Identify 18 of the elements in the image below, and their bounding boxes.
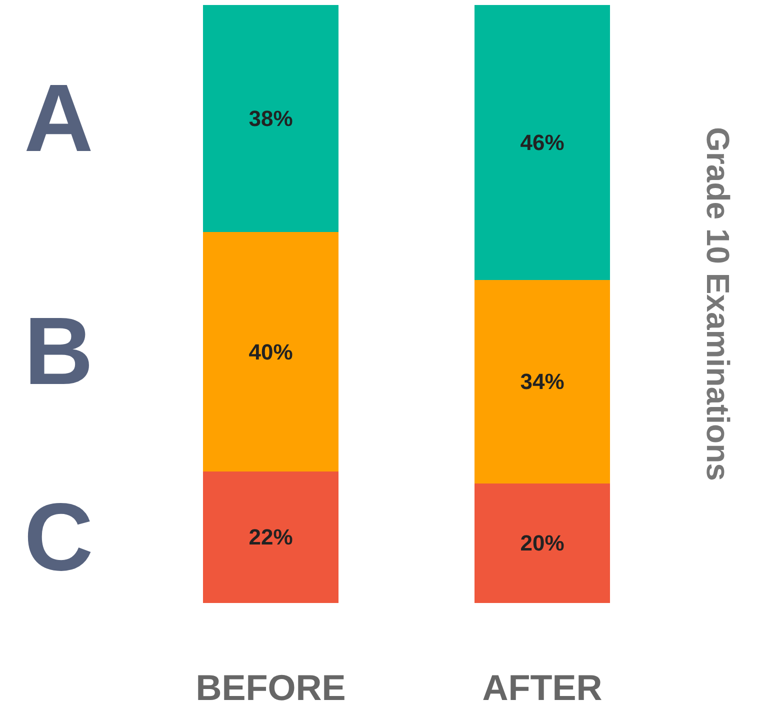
data-label: 22% bbox=[248, 524, 293, 550]
data-label: 20% bbox=[520, 530, 564, 556]
bar bbox=[202, 5, 339, 232]
bar bbox=[202, 471, 339, 603]
x-tick-label: AFTER bbox=[482, 667, 602, 708]
bar bbox=[474, 5, 610, 280]
data-label: 46% bbox=[520, 130, 564, 156]
data-label: 38% bbox=[248, 106, 293, 132]
bar bbox=[474, 280, 610, 484]
x-tick-label: BEFORE bbox=[196, 667, 346, 708]
data-label: 40% bbox=[248, 339, 293, 364]
data-label: 34% bbox=[520, 369, 564, 394]
series-label: C bbox=[24, 484, 94, 591]
bar bbox=[202, 232, 339, 472]
series-label: A bbox=[24, 65, 94, 172]
series-label: B bbox=[24, 298, 94, 405]
bar bbox=[474, 483, 610, 603]
y-axis-title: Grade 10 Examinations bbox=[700, 127, 736, 481]
